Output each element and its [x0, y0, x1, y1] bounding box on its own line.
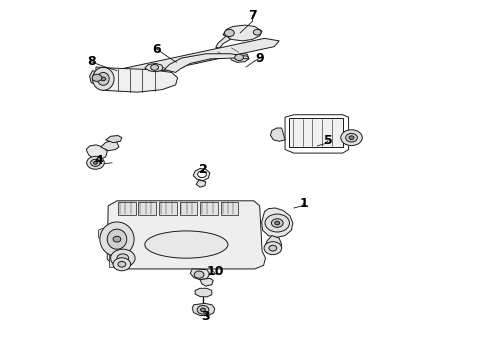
Polygon shape: [108, 39, 279, 81]
Circle shape: [197, 306, 209, 314]
Polygon shape: [101, 140, 119, 150]
Polygon shape: [190, 269, 210, 280]
Bar: [139, 202, 156, 215]
Circle shape: [235, 54, 244, 60]
Bar: [220, 202, 238, 215]
Circle shape: [118, 261, 126, 267]
Circle shape: [101, 77, 106, 81]
Bar: [200, 202, 218, 215]
Circle shape: [197, 171, 206, 177]
Circle shape: [341, 130, 362, 145]
Text: 3: 3: [201, 310, 210, 323]
Polygon shape: [86, 145, 107, 159]
Bar: [159, 202, 176, 215]
Polygon shape: [270, 128, 285, 141]
Polygon shape: [192, 303, 215, 316]
Circle shape: [92, 74, 102, 81]
Polygon shape: [265, 235, 282, 252]
Polygon shape: [164, 54, 249, 72]
Polygon shape: [98, 228, 107, 240]
Text: 7: 7: [248, 9, 257, 22]
Circle shape: [87, 156, 104, 169]
Circle shape: [151, 64, 159, 70]
Polygon shape: [196, 180, 206, 187]
Circle shape: [117, 254, 129, 262]
Polygon shape: [200, 278, 213, 286]
Polygon shape: [193, 168, 210, 181]
Circle shape: [253, 30, 261, 35]
Polygon shape: [96, 67, 177, 92]
Text: 4: 4: [94, 154, 103, 167]
Text: 1: 1: [299, 197, 308, 210]
Circle shape: [224, 30, 234, 37]
Circle shape: [271, 219, 283, 227]
Polygon shape: [107, 201, 266, 269]
Circle shape: [113, 258, 131, 271]
Polygon shape: [230, 53, 249, 62]
Polygon shape: [216, 36, 230, 48]
Bar: [179, 202, 197, 215]
Circle shape: [349, 136, 354, 139]
Circle shape: [113, 236, 121, 242]
Circle shape: [200, 308, 205, 312]
Circle shape: [94, 161, 98, 164]
Text: 5: 5: [324, 134, 332, 147]
Bar: [109, 255, 123, 267]
Polygon shape: [262, 208, 293, 237]
Circle shape: [265, 214, 290, 232]
Circle shape: [194, 271, 204, 278]
Bar: [289, 118, 343, 147]
Polygon shape: [106, 135, 122, 143]
Polygon shape: [223, 25, 262, 41]
Text: 10: 10: [207, 265, 224, 278]
Circle shape: [264, 242, 282, 255]
Text: 8: 8: [87, 55, 96, 68]
Circle shape: [269, 245, 277, 251]
Polygon shape: [145, 63, 163, 72]
Ellipse shape: [107, 229, 127, 249]
Text: 6: 6: [153, 42, 161, 55]
Polygon shape: [195, 288, 212, 297]
Circle shape: [111, 249, 135, 267]
Ellipse shape: [145, 231, 228, 258]
Text: 2: 2: [199, 163, 208, 176]
Ellipse shape: [98, 72, 109, 85]
Circle shape: [91, 159, 100, 166]
Polygon shape: [90, 71, 104, 85]
Ellipse shape: [100, 222, 134, 256]
Text: 9: 9: [255, 51, 264, 64]
Bar: [118, 202, 136, 215]
Circle shape: [345, 134, 357, 142]
Ellipse shape: [93, 67, 114, 90]
Circle shape: [275, 221, 280, 225]
